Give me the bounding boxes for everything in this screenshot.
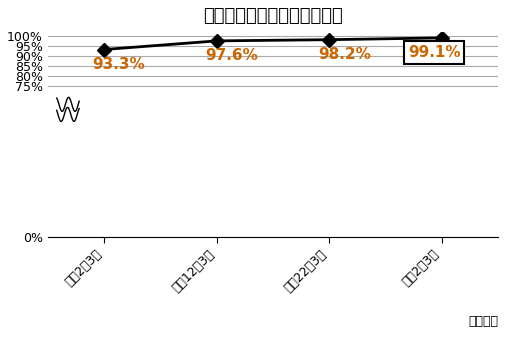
Title: 中学校卒業者の進学率の推移: 中学校卒業者の進学率の推移 bbox=[203, 7, 343, 25]
Text: 97.6%: 97.6% bbox=[206, 48, 258, 63]
Text: 98.2%: 98.2% bbox=[318, 47, 371, 62]
Text: 卒業年月: 卒業年月 bbox=[468, 315, 498, 328]
Text: 99.1%: 99.1% bbox=[408, 45, 461, 60]
Text: 93.3%: 93.3% bbox=[93, 57, 145, 72]
